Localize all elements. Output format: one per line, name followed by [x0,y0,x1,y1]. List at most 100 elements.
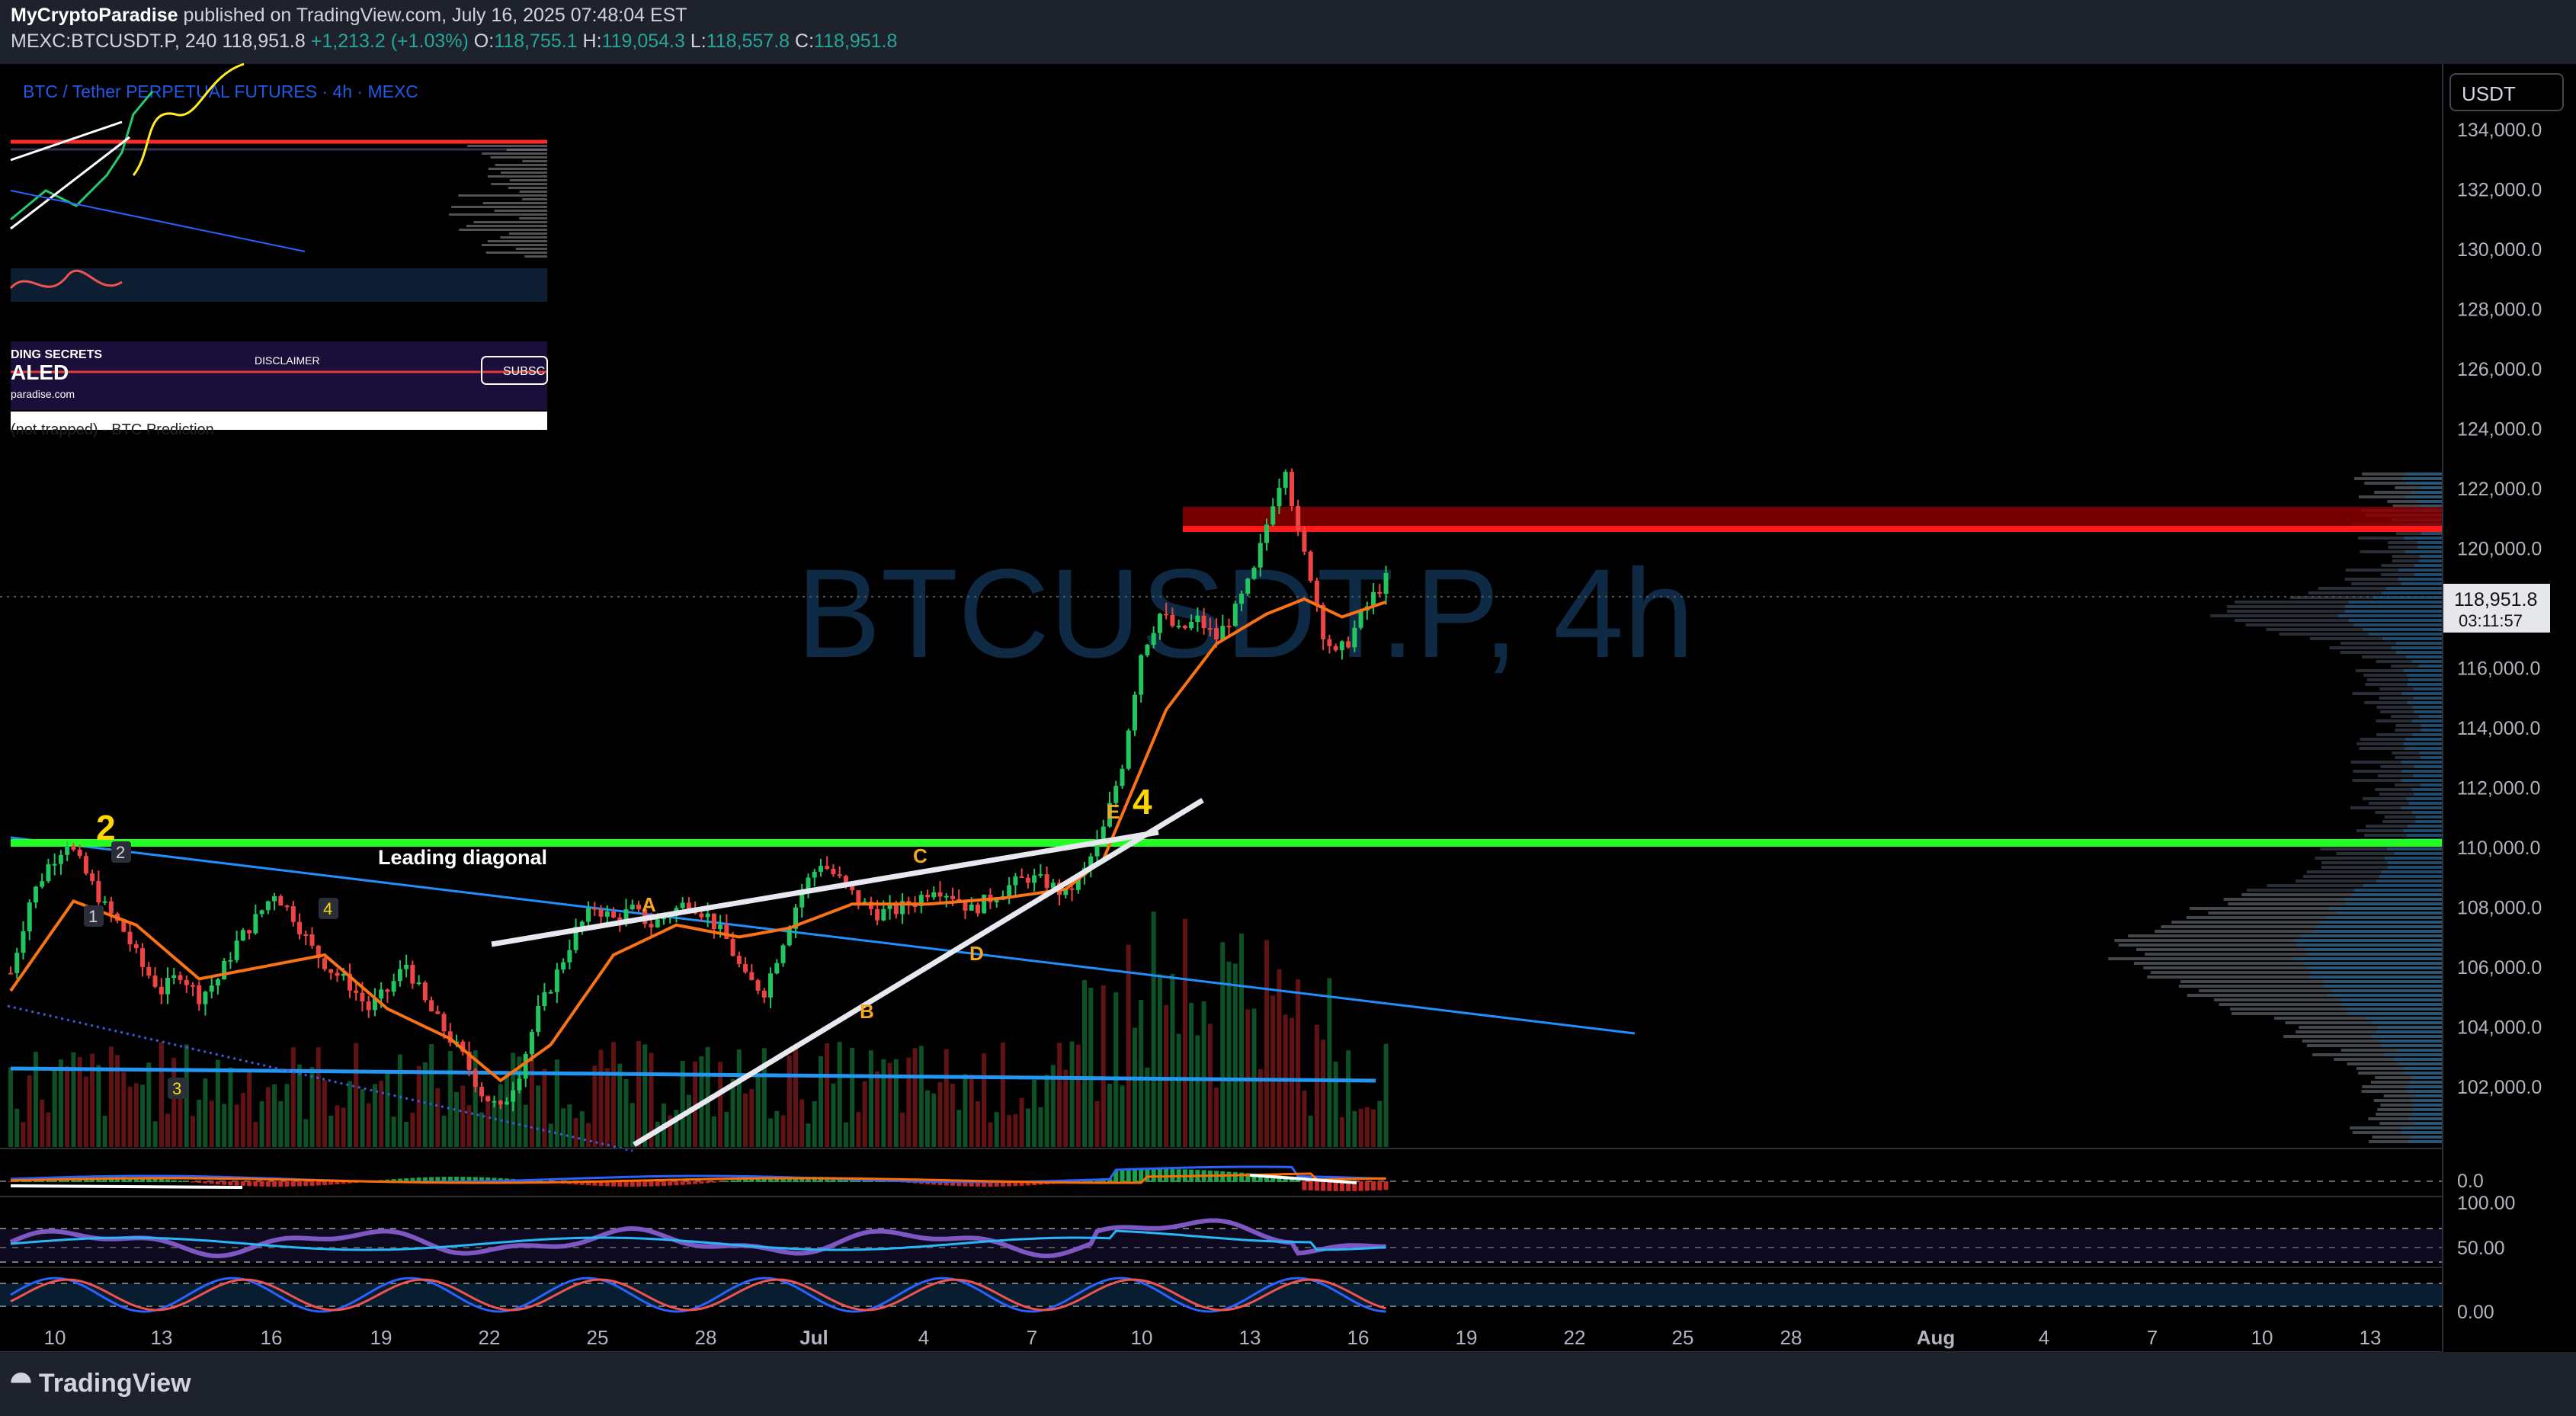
candle-body [925,895,931,898]
symbol-label[interactable]: MEXC:BTCUSDT.P, 240 [11,30,217,52]
profile-row-buy [2412,733,2442,736]
candle-body [573,926,578,950]
candle-body [240,930,245,941]
macd-bar [203,1181,208,1184]
rsi-ma-line [10,1229,1386,1251]
profile-row-buy [2386,587,2442,590]
candle-body [33,886,38,903]
profile-row [2340,651,2442,654]
profile-row-buy [2410,1081,2442,1084]
volume-bar [385,1070,390,1147]
macd-bar [309,1181,315,1186]
profile-row-buy [2379,1040,2442,1043]
macd-bar [290,1181,296,1187]
profile-row [2345,569,2442,572]
volume-bar [159,1042,164,1147]
volume-bar [561,1108,566,1147]
author-name[interactable]: MyCryptoParadise [11,5,178,26]
volume-bar [1057,1043,1062,1147]
volume-bar [485,1094,491,1147]
time-axis[interactable]: 10 13 16 19 22 25 28 Jul 4 7 10 13 16 19 22 25 28 Aug 4 7 10… [44,1326,2382,1349]
profile-row [2364,701,2442,704]
macd-bar [240,1181,245,1186]
volume-bar [52,1070,57,1147]
inset-profile-row [506,149,547,151]
volume-bar [259,1101,264,1147]
macd-bar [931,1181,937,1185]
profile-row-buy [2413,697,2442,700]
profile-row-buy [2404,537,2442,540]
volume-bar [1145,1067,1150,1147]
profile-row-buy [2345,605,2442,608]
profile-row-buy [2415,1094,2442,1097]
macd-bar [956,1181,962,1187]
volume-bar [435,1088,441,1147]
x-tick-label: 28 [695,1326,717,1349]
volume-bar [1377,1100,1383,1147]
profile-row-buy [2327,994,2442,997]
inset-thumbnail: BTC / Tether PERPETUAL FUTURES · 4h · ME… [9,62,548,438]
volume-bar [1189,1003,1194,1147]
candle-body [1289,472,1294,506]
profile-row [2208,911,2442,915]
inset-stoch [9,269,123,290]
volume-bar [341,1107,346,1147]
macd-bar [1094,1179,1100,1182]
candle-body [825,866,830,870]
profile-row [2377,774,2442,777]
tradingview-logo[interactable]: ⯊ TradingView [11,1369,191,1398]
profile-row [2362,655,2442,658]
macd-bar [454,1177,460,1182]
profile-row [2329,646,2442,649]
profile-row [2247,889,2442,892]
volume-bar [240,1093,245,1147]
profile-row-buy [2406,797,2442,800]
profile-row-buy [2410,1136,2442,1139]
profile-row [2384,815,2442,819]
profile-row [2376,719,2442,722]
macd-bar [404,1178,409,1182]
volume-bar [554,1059,559,1147]
currency-selector[interactable]: USDT [2449,73,2564,111]
volume-bar [636,1040,641,1147]
inset-profile-row [508,187,547,189]
profile-row [2279,633,2442,636]
candle-body [1220,626,1226,640]
macd-bar [1321,1181,1326,1191]
candle-body [1195,615,1200,622]
volume-bar [686,1094,691,1147]
volume-bar [799,1099,805,1147]
volume-bar [1082,979,1088,1147]
profile-row-buy [2406,674,2442,677]
candle-body [1038,874,1043,876]
candle-body [686,902,691,909]
volume-bar [837,1042,842,1147]
volume-bar [743,1093,748,1147]
candle-body [159,986,164,995]
volume-bar [354,1043,359,1147]
candle-body [1277,488,1282,507]
macd-bar [322,1181,327,1185]
inset-profile-row [449,213,547,216]
macd-bar [1277,1175,1282,1182]
macd-bar [473,1177,478,1182]
volume-bar [1126,944,1131,1147]
candle-body [937,892,943,897]
volume-bar [1019,1097,1024,1147]
candle-body [372,998,377,1011]
volume-bar [121,1072,127,1147]
wave-c-label: C [913,844,928,867]
macd-bar [655,1181,660,1187]
volume-bar [1358,1108,1363,1147]
candle-body [1132,694,1137,731]
macd-bar [1245,1173,1251,1182]
profile-row [2354,477,2442,480]
price-axis[interactable] [2442,64,2576,1352]
profile-row-buy [2382,637,2442,640]
volume-bar [604,1068,610,1147]
volume-bar [617,1063,623,1147]
profile-row-buy [2363,628,2442,631]
candle-body [1258,543,1263,568]
candle-body [83,856,88,874]
